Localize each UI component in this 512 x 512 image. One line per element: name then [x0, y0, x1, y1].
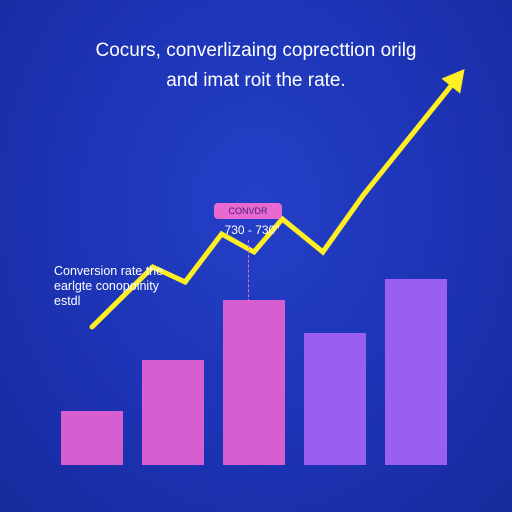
annotation-line-1: Conversion rate the: [54, 264, 164, 278]
annotation-line-3: estdl: [54, 294, 81, 308]
chart-title-line-2: and imat roit the rate.: [166, 70, 346, 91]
callout-dashed-line: [248, 240, 249, 302]
callout-value: 730 - 730": [224, 223, 280, 237]
bar-4: [304, 333, 366, 465]
bar-1: [61, 411, 123, 465]
chart-title-line-1: Cocurs, converlizaing coprecttion orilg: [95, 40, 417, 61]
callout-badge: CONVDR: [214, 203, 282, 219]
bar-2: [142, 360, 204, 465]
bar-3: [223, 300, 285, 465]
annotation-line-2: earlgte conopoinity: [54, 279, 159, 293]
chart-title: Cocurs, converlizaing coprecttion orilg …: [0, 36, 512, 96]
bar-5: [385, 279, 447, 465]
trend-line: [89, 77, 459, 330]
chart-annotation: Conversion rate the earlgte conopoinity …: [54, 264, 163, 309]
trend-arrowhead: [441, 69, 465, 94]
